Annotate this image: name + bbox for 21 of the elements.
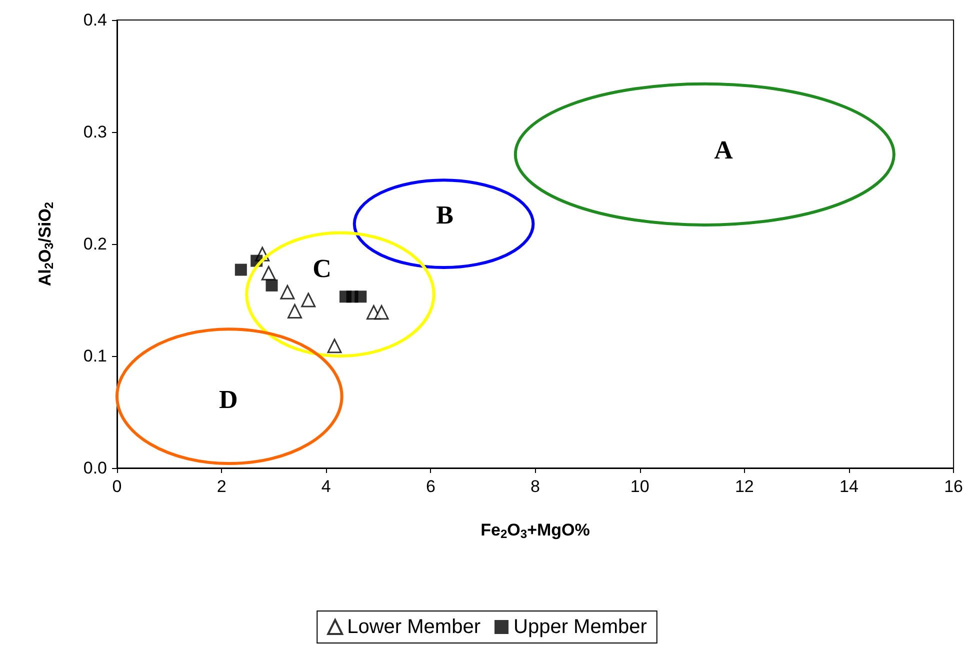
y-tick-label: 0.4: [83, 10, 107, 30]
x-tick-label: 2: [216, 477, 226, 496]
annotation: A: [714, 135, 734, 164]
y-axis-title: Al2O3/SiO2: [36, 202, 56, 286]
annotation: C: [312, 254, 332, 284]
x-tick-label: 8: [530, 477, 540, 496]
x-tick-label: 4: [321, 477, 331, 496]
legend-label: Upper Member: [514, 616, 648, 638]
x-tick-label: 12: [734, 477, 754, 496]
y-tick-label: 0.0: [83, 458, 107, 478]
x-tick-label: 16: [944, 477, 964, 496]
annotation: B: [436, 200, 454, 230]
y-tick-label: 0.2: [83, 234, 107, 254]
x-tick-label: 6: [426, 477, 436, 496]
y-tick-label: 0.1: [83, 346, 107, 366]
x-tick-label: 14: [840, 477, 858, 496]
y-tick-label: 0.3: [83, 122, 107, 142]
x-tick-label: 0: [112, 477, 122, 496]
legend-label: Lower Member: [347, 616, 481, 638]
annotation: D: [218, 385, 238, 414]
x-tick-label: 10: [630, 477, 650, 496]
